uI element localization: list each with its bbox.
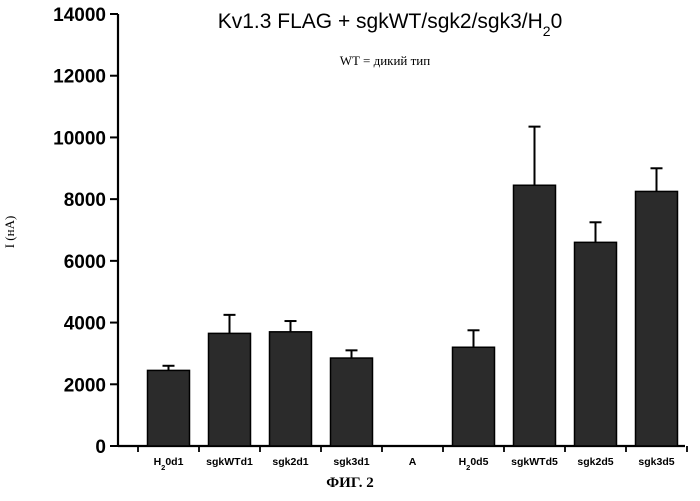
category-label: sgk3d5 — [638, 456, 674, 468]
y-tick-label: 2000 — [64, 375, 106, 396]
chart-title: Kv1.3 FLAG + sgkWT/sgk2/sgk3/H20 — [218, 10, 563, 39]
chart-subtitle: WT = дикий тип — [340, 53, 430, 68]
category-label: A — [409, 456, 417, 468]
y-tick-label: 4000 — [64, 314, 106, 335]
y-tick-label: 0 — [95, 437, 106, 458]
y-tick-label: 12000 — [53, 67, 106, 88]
y-tick-label: 6000 — [64, 252, 106, 273]
figure-caption: ФИГ. 2 — [326, 475, 373, 491]
bar — [209, 333, 251, 446]
bar — [148, 370, 190, 446]
category-label: sgk2d5 — [577, 456, 613, 468]
category-labels: H20d1 sgkWTd1 sgk2d1 sgk3d1 A H20d5 sgkWTd5 sgk… — [154, 456, 675, 472]
y-tick-label: 8000 — [64, 190, 106, 211]
bar — [453, 347, 495, 446]
bar — [331, 358, 373, 446]
y-tick-label: 10000 — [53, 128, 106, 149]
bar — [270, 332, 312, 446]
category-label: sgkWTd5 — [511, 456, 558, 468]
category-label: sgk2d1 — [272, 456, 308, 468]
bar — [575, 242, 617, 446]
category-label: H20d5 — [459, 456, 489, 472]
y-axis-label: I (нА) — [2, 216, 17, 249]
category-label: sgk3d1 — [333, 456, 369, 468]
category-label: sgkWTd1 — [206, 456, 253, 468]
bar — [514, 185, 556, 446]
bar — [636, 191, 678, 446]
y-tick-label: 14000 — [53, 5, 106, 26]
category-label: H20d1 — [154, 456, 184, 472]
